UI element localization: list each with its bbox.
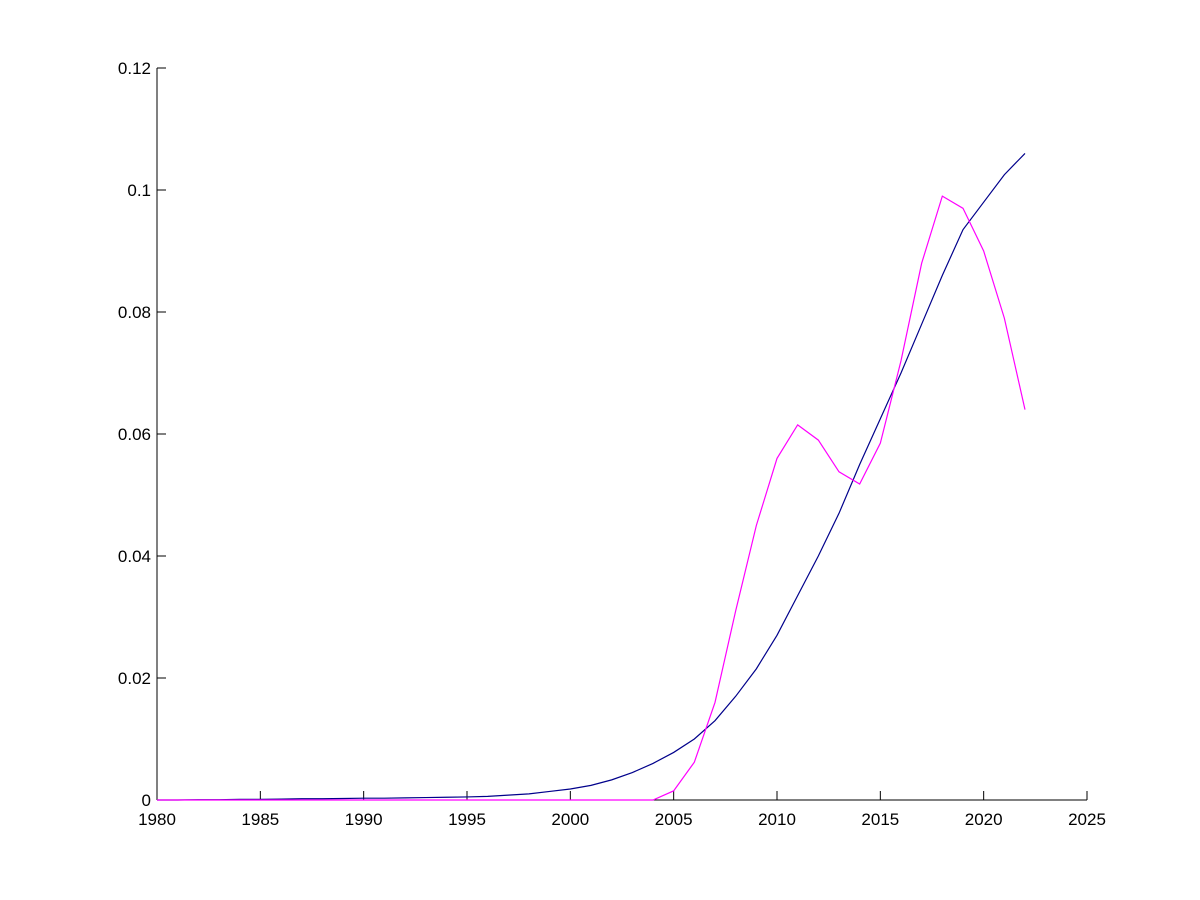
x-tick-label: 2000 xyxy=(551,810,589,829)
x-tick-label: 2020 xyxy=(965,810,1003,829)
y-tick-label: 0.02 xyxy=(118,669,151,688)
x-tick-label: 1995 xyxy=(448,810,486,829)
y-tick-label: 0.04 xyxy=(118,547,151,566)
y-tick-label: 0.1 xyxy=(127,181,151,200)
x-tick-label: 2025 xyxy=(1068,810,1106,829)
x-tick-label: 1980 xyxy=(138,810,176,829)
x-tick-label: 1985 xyxy=(241,810,279,829)
x-tick-label: 2010 xyxy=(758,810,796,829)
x-tick-label: 2015 xyxy=(861,810,899,829)
x-tick-label: 2005 xyxy=(655,810,693,829)
series-line xyxy=(157,152,1026,801)
y-tick-label: 0.12 xyxy=(118,59,151,78)
y-tick-label: 0.08 xyxy=(118,303,151,322)
x-tick-label: 1990 xyxy=(345,810,383,829)
y-tick-label: 0.06 xyxy=(118,425,151,444)
plot-area xyxy=(157,68,1087,800)
y-tick-label: 0 xyxy=(142,791,151,810)
series-line xyxy=(157,195,1026,801)
